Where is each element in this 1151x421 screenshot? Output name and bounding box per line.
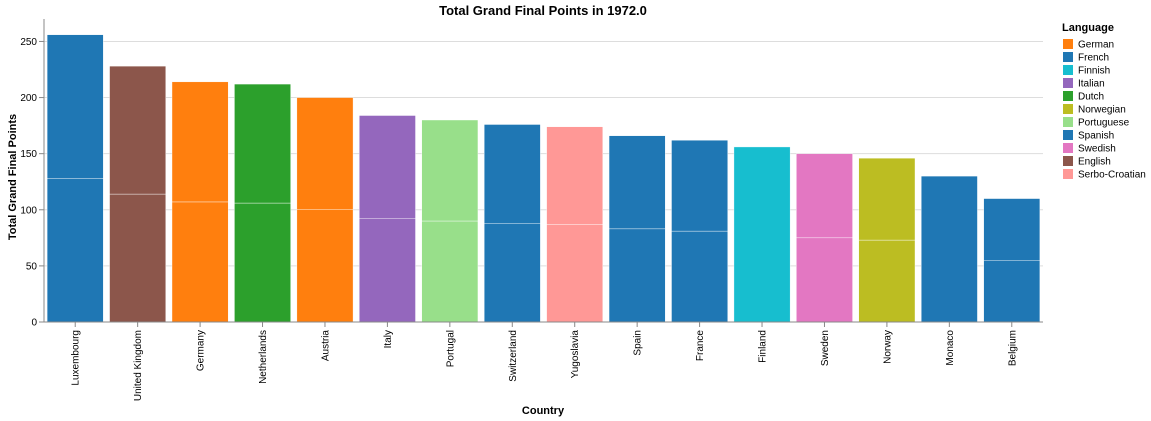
bar-segment [796, 237, 853, 323]
bar-segment [608, 228, 666, 323]
legend-swatch [1063, 143, 1073, 153]
legend-label: Norwegian [1078, 105, 1126, 116]
chart-title: Total Grand Final Points in 1972.0 [439, 3, 647, 18]
legend: Language German French Finnish Italian Dutch… [1062, 22, 1146, 181]
legend-swatch [1063, 78, 1073, 88]
x-tick-label: Monaco [945, 330, 956, 366]
x-tick-label: Sweden [820, 330, 831, 366]
bar-segment [546, 224, 604, 323]
legend-label: Portuguese [1078, 118, 1130, 129]
bar-segment [359, 218, 416, 323]
x-tick-label: Netherlands [258, 330, 269, 384]
legend-swatch [1063, 91, 1073, 101]
bar-segment [421, 220, 479, 323]
legend-swatch [1063, 52, 1073, 62]
plot-area: 0 50 100 150 200 250 Luxembourg United Kingdom G… [20, 19, 1043, 401]
x-tick-label: Luxembourg [71, 330, 82, 386]
legend-label: English [1078, 157, 1111, 168]
bar-segment [483, 124, 541, 224]
y-tick-label: 50 [26, 261, 38, 272]
bar-segment [296, 97, 354, 210]
x-tick-label: Belgium [1007, 330, 1018, 366]
bar-segment [296, 209, 354, 323]
bar-segment [546, 126, 604, 225]
bar-segment [483, 223, 541, 323]
x-tick-label: Portugal [445, 330, 456, 367]
bar-segment [733, 146, 791, 323]
legend-label: Swedish [1078, 144, 1116, 155]
bar-segment [109, 65, 166, 195]
x-tick-label: Norway [882, 330, 893, 364]
x-tick-label: Spain [633, 330, 644, 356]
bar-segment [46, 34, 104, 179]
bar-segment [171, 201, 229, 323]
bar-segment [858, 157, 916, 241]
legend-label: Spanish [1078, 131, 1114, 142]
legend-swatch [1063, 65, 1073, 75]
bar-segment [858, 239, 916, 323]
bar-segment [983, 198, 1041, 261]
legend-label: French [1078, 53, 1109, 64]
legend-swatch [1063, 117, 1073, 127]
y-axis-title: Total Grand Final Points [7, 114, 19, 240]
bar-segment [234, 202, 291, 323]
legend-label: German [1078, 40, 1114, 51]
legend-swatch [1063, 104, 1073, 114]
x-tick-label: France [695, 330, 706, 362]
x-tick-label: Italy [383, 330, 394, 348]
legend-swatch [1063, 156, 1073, 166]
bar-segment [359, 115, 416, 219]
bar-segment [921, 175, 978, 323]
bar-segment [171, 81, 229, 203]
legend-swatch [1063, 39, 1073, 49]
y-tick-label: 250 [20, 37, 37, 48]
y-tick-label: 0 [31, 318, 37, 329]
bar-segment [671, 230, 728, 323]
x-tick-label: Austria [320, 330, 331, 362]
x-axis-title: Country [522, 405, 565, 417]
bar-segment [46, 178, 104, 323]
bar-segment [796, 153, 853, 239]
legend-label: Serbo-Croatian [1078, 170, 1146, 181]
bar-segment [671, 139, 728, 232]
bar-segment [234, 83, 291, 204]
x-tick-label: Germany [196, 330, 207, 371]
legend-label: Finnish [1078, 66, 1110, 77]
x-tick-label: United Kingdom [133, 330, 144, 401]
x-tick-label: Finland [758, 330, 769, 363]
legend-title: Language [1062, 22, 1114, 34]
bar-segment [608, 135, 666, 230]
y-tick-label: 200 [20, 93, 37, 104]
bar-segment [109, 193, 166, 323]
y-tick-label: 150 [20, 149, 37, 160]
x-tick-label: Yugoslavia [570, 330, 581, 379]
bar-segment [421, 119, 479, 222]
x-tick-label: Switzerland [508, 330, 519, 382]
legend-label: Italian [1078, 79, 1105, 90]
legend-swatch [1063, 169, 1073, 179]
legend-swatch [1063, 130, 1073, 140]
y-tick-label: 100 [20, 205, 37, 216]
bar-segment [983, 260, 1041, 323]
legend-label: Dutch [1078, 92, 1104, 103]
